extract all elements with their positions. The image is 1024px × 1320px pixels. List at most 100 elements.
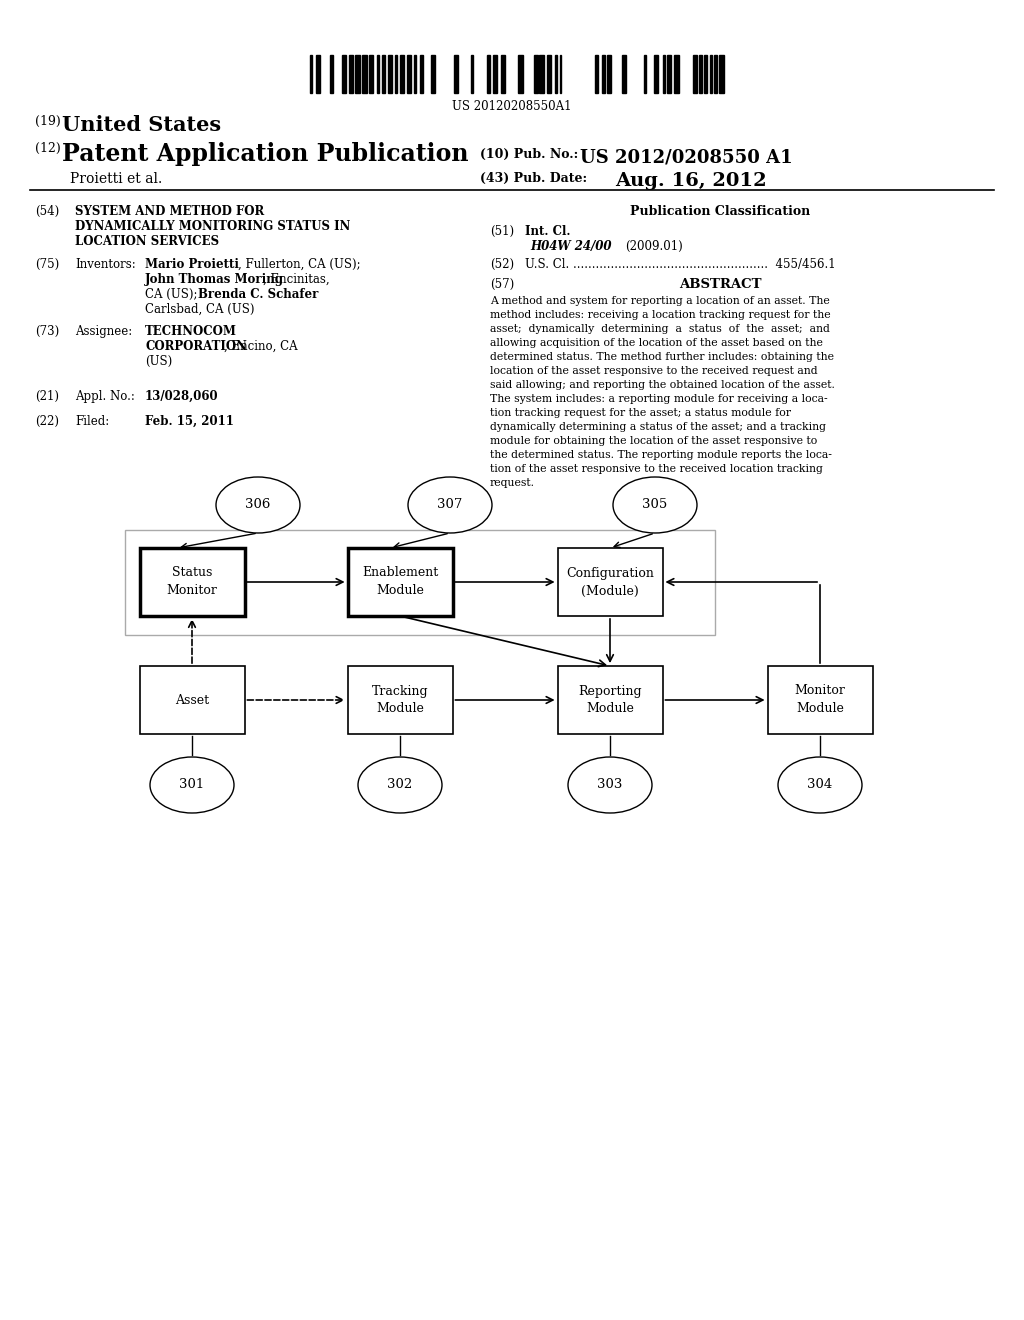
Bar (420, 55, 423, 92)
Bar (698, 55, 701, 92)
Text: Publication Classification: Publication Classification (630, 205, 810, 218)
Bar (557, 548, 663, 616)
Bar (710, 55, 712, 92)
Text: United States: United States (62, 115, 221, 135)
Text: 304: 304 (807, 779, 833, 792)
Bar (555, 55, 557, 92)
Text: (2009.01): (2009.01) (625, 240, 683, 253)
Bar (431, 55, 435, 92)
Bar (369, 55, 373, 92)
Bar (623, 55, 626, 92)
Text: (43) Pub. Date:: (43) Pub. Date: (480, 172, 587, 185)
Bar (330, 55, 333, 92)
Text: (75): (75) (35, 257, 59, 271)
Bar (547, 55, 551, 92)
Text: 13/028,060: 13/028,060 (145, 389, 219, 403)
Text: Assignee:: Assignee: (75, 325, 132, 338)
Text: US 2012/0208550 A1: US 2012/0208550 A1 (580, 148, 793, 166)
Text: Inventors:: Inventors: (75, 257, 136, 271)
Text: (21): (21) (35, 389, 59, 403)
Text: Int. Cl.: Int. Cl. (525, 224, 570, 238)
Text: , Encinitas,: , Encinitas, (263, 273, 330, 286)
Bar (654, 55, 657, 92)
Text: Asset: Asset (175, 693, 209, 706)
Text: method includes: receiving a location tracking request for the: method includes: receiving a location tr… (490, 310, 830, 319)
Text: U.S. Cl. ....................................................  455/456.1: U.S. Cl. ...............................… (525, 257, 836, 271)
Bar (557, 667, 663, 734)
Text: Enablement
Module: Enablement Module (361, 566, 438, 598)
Text: 301: 301 (179, 779, 205, 792)
Ellipse shape (216, 477, 300, 533)
Text: TECHNOCOM: TECHNOCOM (145, 325, 237, 338)
Ellipse shape (358, 756, 442, 813)
Text: 305: 305 (642, 499, 668, 511)
Text: John Thomas Moring: John Thomas Moring (145, 273, 284, 286)
Bar (377, 55, 379, 92)
Bar (125, 531, 715, 635)
Bar (347, 548, 453, 616)
Bar (501, 55, 505, 92)
Text: LOCATION SERVICES: LOCATION SERVICES (75, 235, 219, 248)
Bar (714, 55, 717, 92)
Text: module for obtaining the location of the asset responsive to: module for obtaining the location of the… (490, 436, 817, 446)
Text: Reporting
Module: Reporting Module (579, 685, 642, 715)
Text: The system includes: a reporting module for receiving a loca-: The system includes: a reporting module … (490, 393, 827, 404)
Text: (57): (57) (490, 279, 514, 290)
Bar (316, 55, 321, 92)
Text: (54): (54) (35, 205, 59, 218)
Text: CA (US);: CA (US); (145, 288, 202, 301)
Bar (644, 55, 646, 92)
Bar (518, 55, 523, 92)
Bar (493, 55, 498, 92)
Ellipse shape (150, 756, 234, 813)
Bar (719, 55, 724, 92)
Bar (768, 667, 872, 734)
Bar (559, 55, 561, 92)
Bar (310, 55, 311, 92)
Text: H04W 24/00: H04W 24/00 (530, 240, 611, 253)
Text: Configuration
(Module): Configuration (Module) (566, 566, 654, 598)
Text: dynamically determining a status of the asset; and a tracking: dynamically determining a status of the … (490, 422, 826, 432)
Text: request.: request. (490, 478, 535, 488)
Text: (12): (12) (35, 143, 65, 154)
Bar (471, 55, 473, 92)
Text: tion tracking request for the asset; a status module for: tion tracking request for the asset; a s… (490, 408, 791, 418)
Text: ABSTRACT: ABSTRACT (679, 279, 761, 290)
Text: the determined status. The reporting module reports the loca-: the determined status. The reporting mod… (490, 450, 831, 459)
Bar (382, 55, 385, 92)
Bar (395, 55, 397, 92)
Bar (400, 55, 404, 92)
Text: 303: 303 (597, 779, 623, 792)
Bar (355, 55, 359, 92)
Text: Appl. No.:: Appl. No.: (75, 389, 135, 403)
Text: location of the asset responsive to the received request and: location of the asset responsive to the … (490, 366, 817, 376)
Bar (454, 55, 459, 92)
Ellipse shape (568, 756, 652, 813)
Bar (139, 667, 245, 734)
Text: A method and system for reporting a location of an asset. The: A method and system for reporting a loca… (490, 296, 829, 306)
Text: Feb. 15, 2011: Feb. 15, 2011 (145, 414, 233, 428)
Bar (693, 55, 697, 92)
Text: Tracking
Module: Tracking Module (372, 685, 428, 715)
Bar (362, 55, 367, 92)
Ellipse shape (778, 756, 862, 813)
Ellipse shape (613, 477, 697, 533)
Text: Carlsbad, CA (US): Carlsbad, CA (US) (145, 304, 255, 315)
Text: 307: 307 (437, 499, 463, 511)
Bar (139, 548, 245, 616)
Text: (19): (19) (35, 115, 65, 128)
Text: Mario Proietti: Mario Proietti (145, 257, 239, 271)
Bar (487, 55, 489, 92)
Text: allowing acquisition of the location of the asset based on the: allowing acquisition of the location of … (490, 338, 823, 348)
Text: said allowing; and reporting the obtained location of the asset.: said allowing; and reporting the obtaine… (490, 380, 835, 389)
Ellipse shape (408, 477, 492, 533)
Bar (675, 55, 679, 92)
Text: (22): (22) (35, 414, 59, 428)
Text: CORPORATION: CORPORATION (145, 341, 247, 352)
Bar (342, 55, 346, 92)
Bar (663, 55, 665, 92)
Text: tion of the asset responsive to the received location tracking: tion of the asset responsive to the rece… (490, 465, 823, 474)
Text: Status
Monitor: Status Monitor (167, 566, 217, 598)
Bar (602, 55, 604, 92)
Text: US 20120208550A1: US 20120208550A1 (453, 100, 571, 114)
